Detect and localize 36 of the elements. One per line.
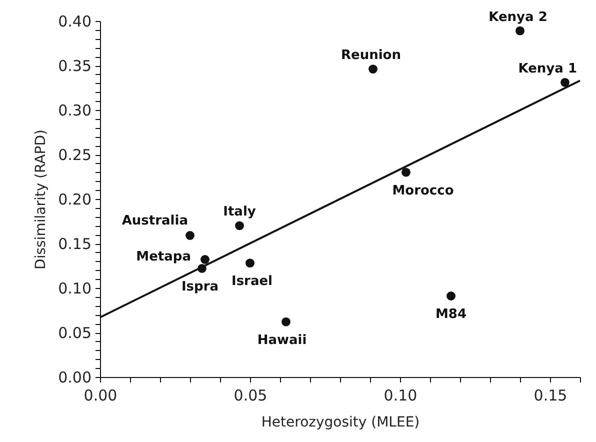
y-tick-label: 0.20 <box>58 190 92 208</box>
y-tick-label: 0.30 <box>58 102 92 120</box>
y-tick-label: 0.40 <box>58 12 92 30</box>
point <box>516 26 524 36</box>
x-tick-label: 0.00 <box>84 386 118 404</box>
y-axis-title: Dissimilarity (RAPD) <box>33 130 50 270</box>
point <box>282 317 290 326</box>
point <box>368 64 378 74</box>
point <box>446 292 456 300</box>
y-tick-label: 0.10 <box>58 280 92 298</box>
annotation: Israel <box>231 274 273 290</box>
y-tick-label: 0.05 <box>58 324 92 342</box>
annotation: Morocco <box>392 183 454 198</box>
x-tick-label: 0.05 <box>234 386 268 404</box>
point <box>200 255 210 264</box>
point <box>235 221 244 230</box>
y-tick-label: 0.25 <box>58 146 92 164</box>
annotation: Metapa <box>136 250 191 265</box>
annotation: Kenya 1 <box>518 61 577 76</box>
annotation: Australia <box>122 213 188 228</box>
y-tick-label: 0.15 <box>58 235 92 253</box>
point <box>560 78 570 87</box>
point <box>186 231 194 240</box>
annotation: Hawaii <box>257 332 307 348</box>
point <box>402 168 410 177</box>
x-tick-label: 0.10 <box>384 386 418 404</box>
point <box>246 258 254 268</box>
annotation: M84 <box>435 307 467 322</box>
x-tick-label: 0.15 <box>534 386 568 404</box>
annotation: Italy <box>223 204 256 220</box>
y-tick-label: 0.35 <box>58 57 92 75</box>
y-tick-label: 0.00 <box>58 368 92 386</box>
annotation: Reunion <box>341 48 401 64</box>
x-axis-title: Heterozygosity (MLEE) <box>261 414 420 430</box>
annotation: Kenya 2 <box>488 10 548 25</box>
annotation: Ispra <box>181 279 219 294</box>
